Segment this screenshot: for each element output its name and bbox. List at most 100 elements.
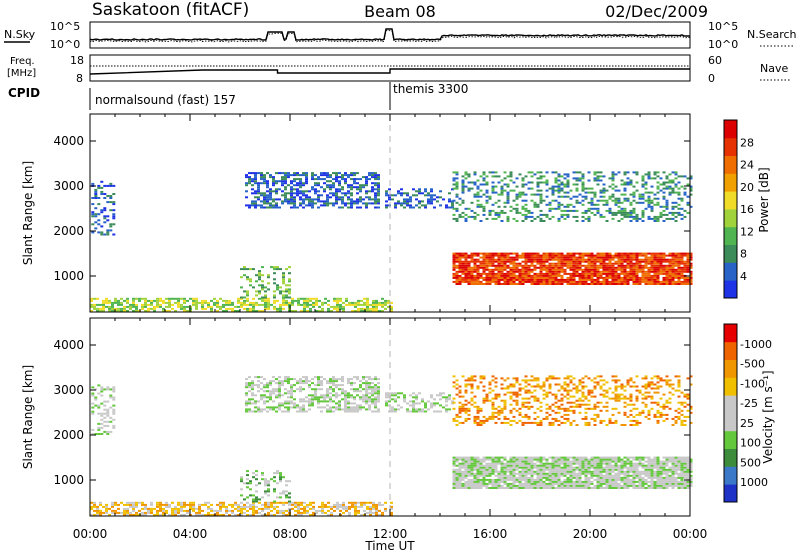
data-cell [473,474,477,477]
data-cell [123,299,126,302]
data-cell [284,406,287,409]
data-cell [662,181,666,184]
data-cell [332,400,335,403]
data-cell [394,194,397,197]
data-cell [608,283,612,285]
data-cell [497,476,501,479]
data-cell [243,290,246,293]
data-cell [326,388,329,391]
data-cell [506,258,510,261]
data-cell [674,191,678,194]
data-cell [590,187,594,190]
data-cell [623,199,627,202]
colorbar-frame [723,119,738,299]
data-cell [311,188,314,191]
data-cell [557,175,561,178]
data-cell [282,272,285,275]
data-cell [488,482,492,485]
data-cell [494,484,498,487]
data-cell [377,182,380,185]
data-cell [266,410,269,413]
data-cell [365,180,368,183]
data-cell [467,480,471,483]
data-cell [653,482,657,485]
data-cell [581,468,585,471]
data-cell [261,297,264,300]
data-cell [689,177,693,180]
data-cell [120,307,123,310]
data-cell [308,394,311,397]
data-cell [608,462,612,465]
data-cell [249,278,252,281]
data-cell [635,268,639,271]
data-cell [272,178,275,181]
data-cell [536,258,540,261]
data-cell [608,487,612,489]
data-cell [521,487,525,489]
data-cell [412,396,415,399]
data-cell [560,466,564,469]
data-cell [500,476,504,479]
data-cell [551,256,555,259]
data-cell [581,272,585,275]
data-cell [677,474,681,477]
data-cell [650,258,654,261]
data-cell [614,201,618,204]
data-cell [566,215,570,218]
data-cell [260,178,263,181]
data-cell [326,382,329,385]
data-cell [536,283,540,285]
data-cell [665,254,669,257]
data-cell [254,174,257,177]
data-cell [335,406,338,409]
data-cell [332,394,335,397]
data-cell [290,392,293,395]
data-cell [365,386,368,389]
data-cell [246,299,249,302]
data-cell [439,410,442,413]
data-cell [575,256,579,259]
data-cell [273,272,276,275]
data-cell [545,280,549,283]
data-cell [341,388,344,391]
data-cell [611,217,615,220]
data-cell [109,209,113,212]
data-cell [569,254,573,257]
data-cell [409,200,412,203]
data-cell [683,262,687,265]
data-cell [186,305,189,308]
data-cell [485,256,489,259]
data-cell [384,303,387,306]
data-cell [281,384,284,387]
data-cell [518,276,522,279]
data-cell [644,187,648,190]
data-cell [258,292,261,295]
data-cell [527,276,531,279]
data-cell [445,206,448,209]
data-cell [336,301,339,304]
data-cell [668,458,672,461]
data-cell [311,402,314,405]
data-cell [96,297,99,300]
data-cell [467,175,471,178]
data-cell [365,190,368,193]
data-cell [494,478,498,481]
data-cell [455,480,459,483]
data-cell [632,272,636,275]
data-cell [614,203,618,206]
data-cell [611,187,615,190]
data-cell [536,254,540,257]
data-cell [120,303,123,306]
data-cell [494,283,498,285]
data-cell [406,194,409,197]
data-cell [536,274,540,277]
data-cell [210,305,213,308]
data-cell [623,258,627,261]
data-cell [473,278,477,281]
data-cell [575,480,579,483]
data-cell [638,474,642,477]
data-cell [347,202,350,205]
data-cell [509,478,513,481]
data-cell [593,272,597,275]
data-cell [368,198,371,201]
